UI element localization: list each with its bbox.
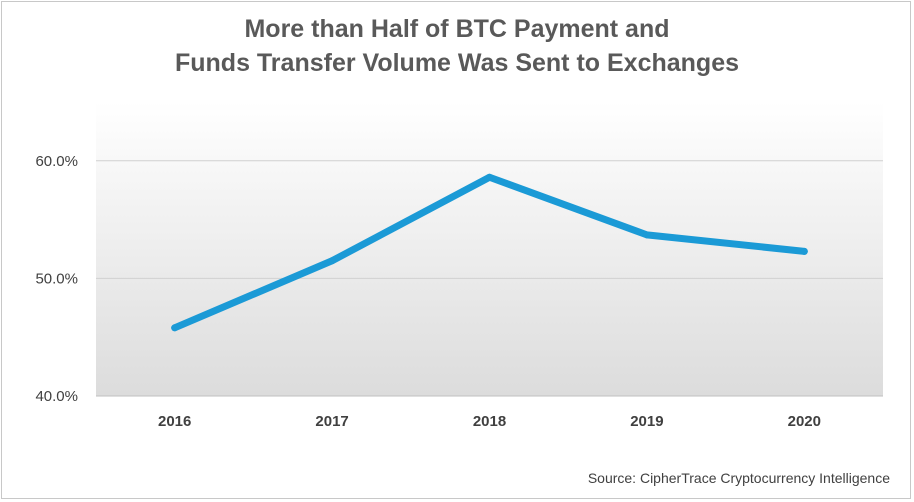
x-axis-ticks: 2016 2017 2018 2019 2020 bbox=[158, 413, 821, 430]
data-point-2016 bbox=[171, 324, 179, 332]
data-point-2018 bbox=[486, 173, 493, 181]
series-layer bbox=[171, 173, 808, 332]
y-axis-ticks: 40.0% 50.0% 60.0% bbox=[35, 153, 78, 405]
y-tick-label: 40.0% bbox=[35, 388, 78, 405]
x-tick-label: 2016 bbox=[158, 413, 191, 430]
x-tick-label: 2017 bbox=[315, 413, 348, 430]
x-tick-label: 2020 bbox=[788, 413, 821, 430]
source-note: Source: CipherTrace Cryptocurrency Intel… bbox=[587, 470, 890, 486]
x-tick-label: 2019 bbox=[630, 413, 663, 430]
chart-title-line-2: Funds Transfer Volume Was Sent to Exchan… bbox=[174, 49, 739, 77]
x-tick-label: 2018 bbox=[473, 413, 506, 430]
chart-title-line-1: More than Half of BTC Payment and bbox=[244, 15, 670, 43]
y-tick-label: 60.0% bbox=[35, 153, 78, 170]
y-tick-label: 50.0% bbox=[35, 270, 78, 287]
data-point-2019 bbox=[643, 231, 651, 239]
data-point-2017 bbox=[328, 257, 336, 265]
data-point-2020 bbox=[800, 247, 808, 255]
chart-title: More than Half of BTC Payment and Funds … bbox=[0, 12, 914, 80]
